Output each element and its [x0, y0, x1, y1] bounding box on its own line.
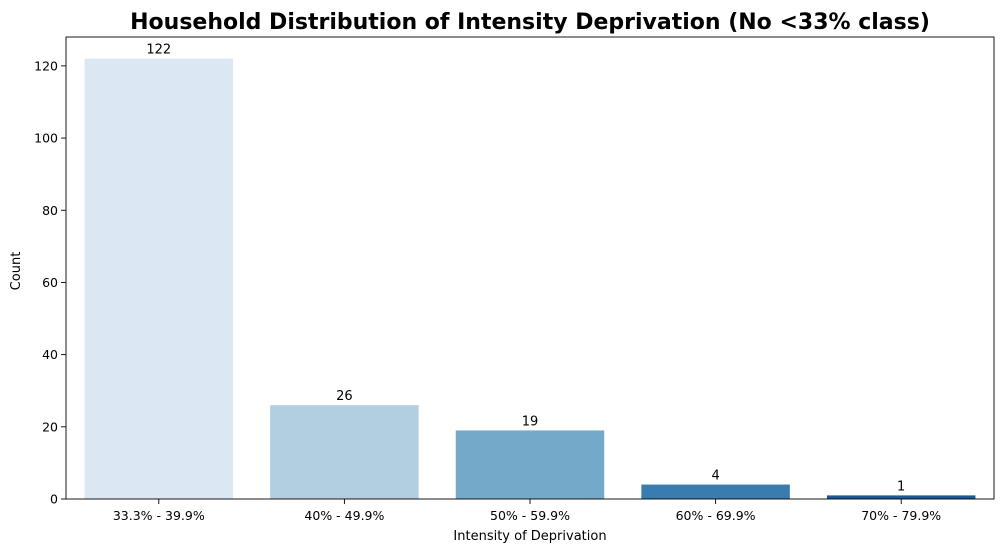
- x-tick-label: 40% - 49.9%: [304, 508, 384, 523]
- x-tick-label: 70% - 79.9%: [861, 508, 941, 523]
- bar: [455, 430, 605, 499]
- y-tick-label: 60: [42, 275, 58, 290]
- plot-area: 122 33.3% - 39.9% 26 40% - 49.9% 19 50% - 59.…: [34, 36, 995, 523]
- x-tick-label: 60% - 69.9%: [676, 508, 756, 523]
- y-tick-label: 100: [34, 131, 58, 146]
- y-axis-label: Count: [9, 252, 24, 291]
- data-label: 26: [336, 389, 353, 404]
- bar: [641, 484, 790, 499]
- data-label: 19: [522, 414, 539, 429]
- y-tick-label: 80: [42, 203, 58, 218]
- chart-title: Household Distribution of Intensity Depr…: [130, 10, 930, 35]
- bar: [84, 58, 234, 499]
- bar: [826, 495, 976, 499]
- x-tick-label: 50% - 59.9%: [490, 508, 570, 523]
- plot-frame: [65, 36, 995, 500]
- data-label: 4: [711, 469, 719, 484]
- x-tick-label: 33.3% - 39.9%: [113, 508, 205, 523]
- y-tick-label: 0: [50, 492, 58, 507]
- bar: [270, 405, 419, 499]
- y-tick-label: 40: [42, 347, 58, 362]
- x-axis-label: Intensity of Deprivation: [453, 529, 606, 544]
- y-tick-label: 120: [34, 58, 58, 73]
- data-label: 1: [897, 479, 905, 494]
- y-tick-label: 20: [42, 419, 58, 434]
- data-label: 122: [146, 43, 171, 58]
